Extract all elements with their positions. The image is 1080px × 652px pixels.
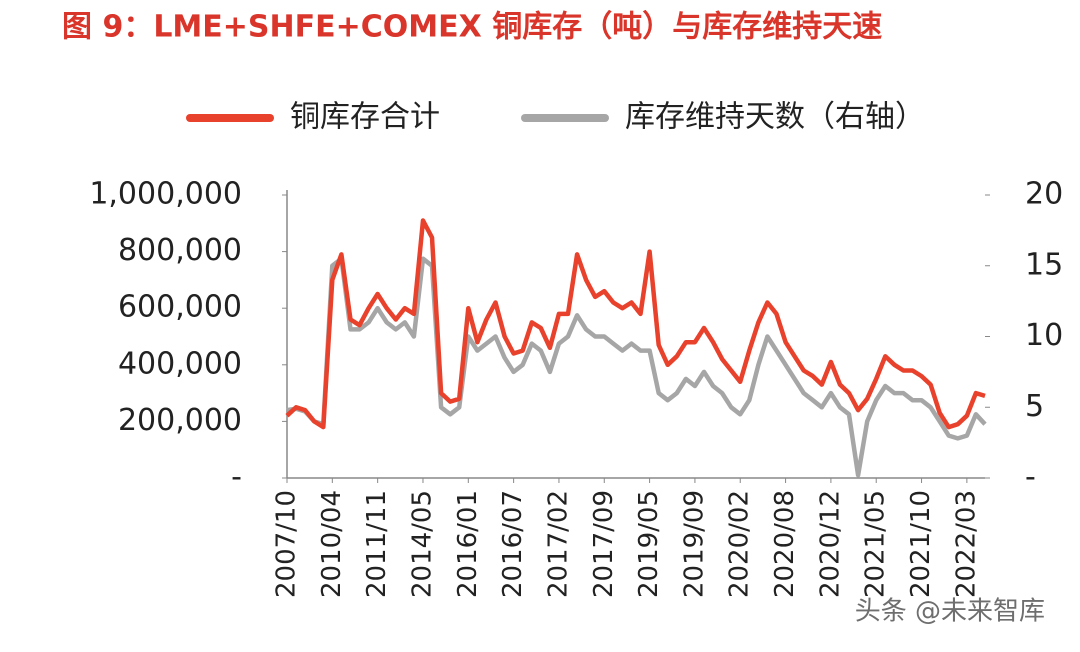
x-tick-label: 2010/04	[317, 490, 347, 598]
x-tick-label: 2016/01	[453, 490, 483, 598]
x-tick-label: 2014/05	[407, 490, 437, 598]
x-tick-label: 2020/08	[770, 490, 800, 598]
y2-tick-label: 20	[1025, 177, 1063, 212]
x-tick-label: 2019/05	[634, 490, 664, 598]
y2-tick-label: 5	[1025, 389, 1044, 424]
legend-label: 库存维持天数（右轴）	[625, 100, 925, 135]
x-tick-label: 2020/02	[725, 490, 755, 598]
watermark: 头条 @未来智库	[855, 597, 1045, 627]
y2-tick-label: 10	[1025, 318, 1063, 353]
x-tick-label: 2007/10	[272, 490, 302, 598]
x-tick-label: 2022/03	[951, 490, 981, 598]
x-tick-label: 2017/09	[589, 490, 619, 598]
chart-title: 图 9：LME+SHFE+COMEX 铜库存（吨）与库存维持天速	[62, 10, 882, 45]
x-tick-label: 2016/07	[498, 490, 528, 598]
y-tick-label: -	[231, 460, 242, 495]
y2-tick-label: -	[1025, 460, 1036, 495]
y-tick-label: 800,000	[118, 233, 242, 268]
legend-label: 铜库存合计	[290, 100, 440, 135]
x-tick-label: 2020/12	[815, 490, 845, 598]
series-line	[286, 256, 987, 478]
series-line	[285, 218, 986, 430]
y-tick-label: 600,000	[118, 290, 242, 325]
x-tick-label: 2011/11	[362, 490, 392, 598]
y-tick-label: 1,000,000	[89, 177, 242, 212]
y2-tick-label: 15	[1025, 247, 1063, 282]
y-tick-label: 200,000	[118, 403, 242, 438]
x-tick-label: 2019/09	[679, 490, 709, 598]
x-tick-label: 2021/05	[861, 490, 891, 598]
y-tick-label: 400,000	[118, 346, 242, 381]
x-tick-label: 2017/02	[543, 490, 573, 598]
x-tick-label: 2021/10	[906, 490, 936, 598]
